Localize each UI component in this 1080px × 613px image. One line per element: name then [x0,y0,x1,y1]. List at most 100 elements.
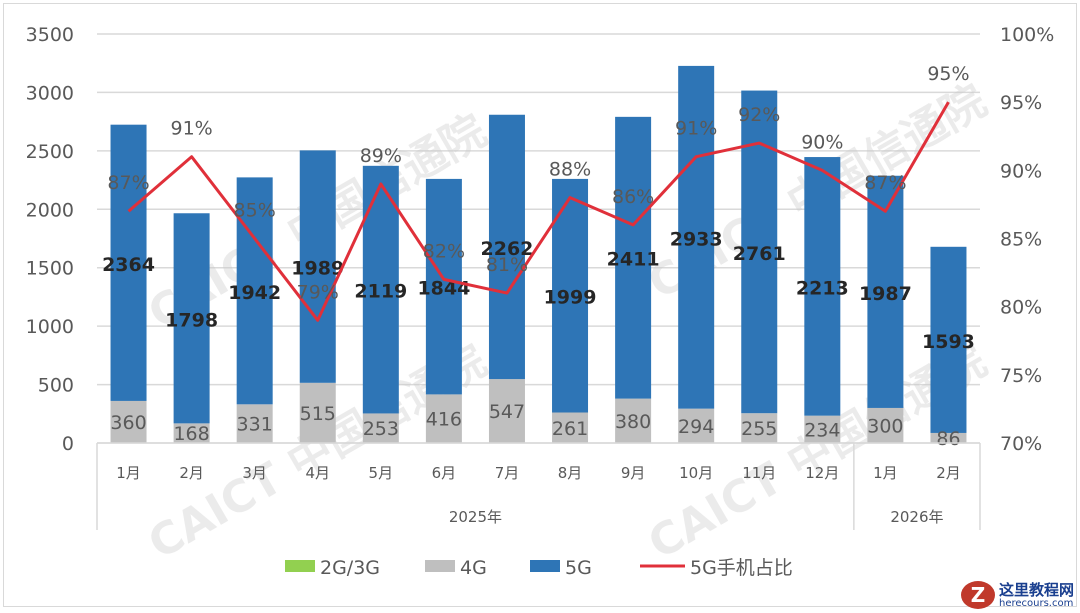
label-5g-share: 79% [297,281,339,303]
site-brand: Z 这里教程网 herecours.com [960,580,1074,609]
brand-name: 这里教程网 [998,580,1074,599]
label-5g: 1942 [228,282,281,304]
category-label: 2月 [179,464,204,482]
right-axis-tick: 95% [1000,92,1042,114]
category-label: 9月 [621,464,646,482]
legend-swatch [530,560,560,572]
label-5g-share: 86% [612,186,654,208]
bar-4g [678,408,715,443]
bar-4g [110,400,147,443]
label-5g-share: 81% [486,254,528,276]
bar-4g [425,394,462,443]
category-label: 6月 [432,464,457,482]
label-5g: 1989 [291,258,344,280]
bar-5g [173,213,210,424]
label-5g: 1593 [922,331,975,353]
bar-5g [804,157,841,416]
right-axis-tick: 100% [1000,24,1054,46]
label-5g: 1798 [165,309,218,331]
label-5g-share: 89% [360,145,402,167]
category-label: 1月 [873,464,898,482]
bar-5g [110,124,147,401]
right-axis-tick: 90% [1000,160,1042,182]
left-axis-tick: 1000 [26,316,74,338]
label-5g-share: 82% [423,240,465,262]
label-5g-share: 95% [927,63,969,85]
bar-4g [867,407,904,443]
category-label: 1月 [116,464,141,482]
bar-5g [678,65,715,409]
label-5g: 2262 [481,238,534,260]
left-axis-tick: 3000 [26,82,74,104]
label-4g: 300 [867,415,903,437]
bar-5g [425,178,462,395]
bar-5g [488,114,525,380]
label-4g: 294 [678,416,714,438]
bar-5g [236,177,273,405]
label-5g-share: 87% [107,172,149,194]
brand-url: herecours.com [998,597,1074,609]
year-label: 2026年 [890,508,943,526]
category-label: 4月 [305,464,330,482]
label-4g: 168 [173,423,209,445]
bar-4g [236,404,273,443]
label-4g: 416 [426,409,462,431]
label-4g: 360 [110,412,146,434]
category-label: 2月 [936,464,961,482]
left-axis-tick: 2500 [26,141,74,163]
bar-5g [930,246,967,433]
bar-4g [741,413,778,443]
label-5g: 2411 [607,249,660,271]
label-4g: 380 [615,411,651,433]
label-5g: 2761 [733,243,786,265]
category-label: 10月 [679,464,713,482]
legend-label: 5G手机占比 [690,557,793,579]
bar-4g [362,413,399,443]
category-label: 5月 [369,464,394,482]
category-label: 3月 [242,464,267,482]
line-5g-share [127,101,950,322]
category-label: 11月 [742,464,776,482]
bar-4g [804,415,841,443]
category-label: 12月 [805,464,839,482]
label-4g: 234 [804,419,840,441]
legend-swatch [425,560,455,572]
label-4g: 86 [936,428,960,450]
label-5g-share: 85% [234,200,276,222]
right-axis-tick: 75% [1000,365,1042,387]
label-5g: 2933 [670,228,723,250]
left-axis-tick: 0 [62,433,74,455]
label-4g: 261 [552,418,588,440]
legend-swatch [285,560,315,572]
label-5g: 1999 [544,287,597,309]
label-5g: 1987 [859,283,912,305]
label-5g: 2119 [354,281,407,303]
label-5g: 2364 [102,254,155,276]
chart-frame [3,3,1077,607]
label-4g: 255 [741,418,777,440]
right-axis-tick: 80% [1000,297,1042,319]
label-4g: 547 [489,401,525,423]
left-axis-tick: 1500 [26,258,74,280]
bar-4g [173,423,210,443]
label-5g-share: 87% [864,172,906,194]
legend-label: 2G/3G [320,557,380,579]
left-axis-tick: 3500 [26,24,74,46]
left-axis-tick: 2000 [26,199,74,221]
bar-5g [615,116,652,399]
bar-4g [615,398,652,443]
bar-5g [299,150,336,383]
legend-label: 4G [460,557,487,579]
label-4g: 253 [363,418,399,440]
bar-5g [867,175,904,408]
label-5g-share: 91% [675,118,717,140]
label-4g: 331 [237,414,273,436]
label-5g-share: 91% [170,118,212,140]
right-axis-tick: 85% [1000,229,1042,251]
brand-logo-icon: Z [960,581,995,609]
bar-4g [299,382,336,443]
legend-label: 5G [565,557,592,579]
label-5g-share: 88% [549,159,591,181]
